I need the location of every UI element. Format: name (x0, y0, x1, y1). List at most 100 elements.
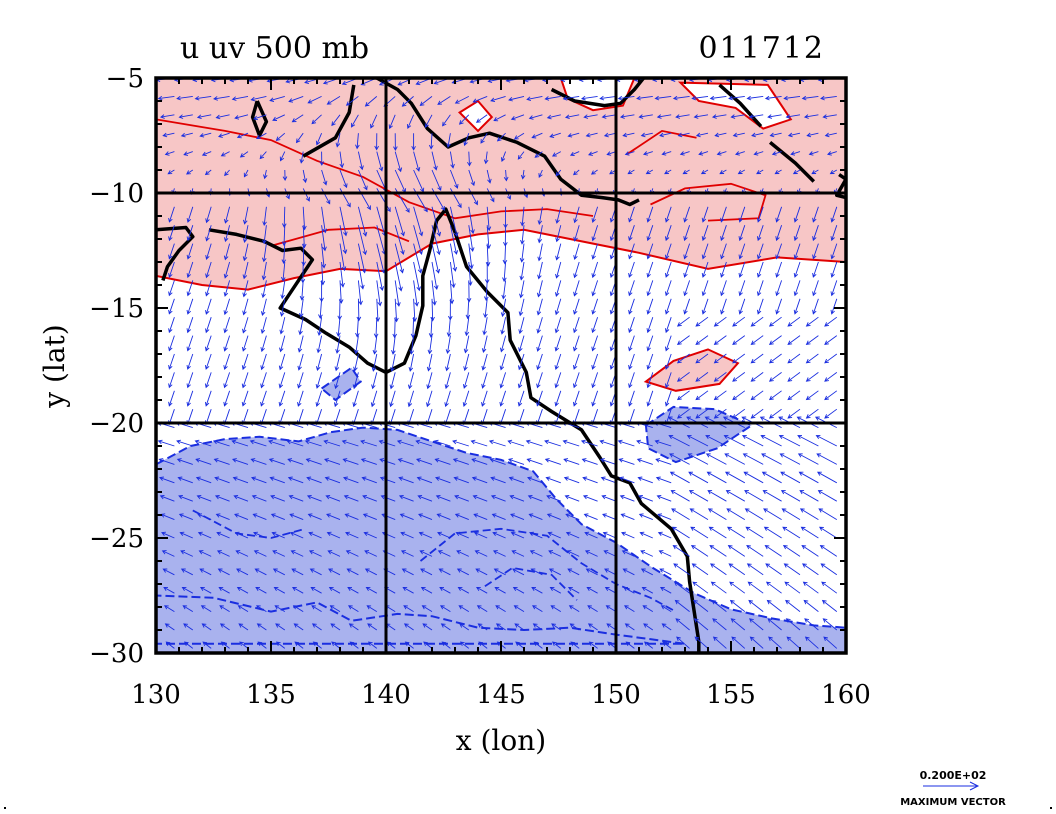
wind-vector (280, 280, 286, 300)
wind-vector (586, 586, 598, 594)
wind-vector (182, 605, 194, 612)
wind-vector (763, 508, 782, 520)
wind-vector (444, 372, 451, 390)
wind-vector (591, 372, 599, 389)
wind-vector (333, 390, 341, 408)
wind-vector (223, 317, 231, 334)
wind-vector (319, 151, 325, 166)
wind-vector (197, 513, 212, 521)
wind-vector (567, 586, 580, 594)
wind-vector (335, 335, 341, 354)
wind-vector (570, 641, 580, 649)
wind-vector (538, 169, 543, 178)
wind-vector (361, 476, 377, 484)
wind-vector (600, 476, 617, 484)
wind-vector (481, 335, 488, 354)
coastline (718, 83, 763, 128)
wind-vector (573, 243, 580, 260)
wind-vector (646, 243, 654, 260)
wind-vector (671, 526, 690, 539)
wind-vector (545, 476, 561, 484)
wind-vector (339, 261, 345, 288)
wind-vector (331, 114, 341, 127)
wind-vector (664, 390, 672, 407)
wind-vector (483, 280, 489, 302)
wind-vector (357, 243, 367, 274)
wind-vector (241, 335, 249, 352)
wind-vector (159, 114, 175, 119)
wind-vector (486, 169, 492, 184)
wind-vector (806, 132, 819, 138)
wind-vector (431, 169, 442, 192)
wind-vector (204, 335, 212, 352)
wind-vector (342, 458, 359, 465)
wind-vector (554, 317, 562, 334)
wind-vector (554, 353, 562, 370)
wind-vector (218, 586, 230, 594)
wind-vector (202, 641, 212, 649)
wind-vector (388, 114, 396, 130)
wind-vector (162, 132, 175, 138)
wind-vector (784, 581, 801, 594)
wind-vector (355, 317, 360, 338)
coastline (768, 141, 816, 183)
wind-vector (360, 458, 377, 465)
wind-vector (801, 95, 819, 101)
wind-vector (657, 531, 672, 539)
wind-vector (376, 261, 385, 292)
wind-vector (367, 623, 378, 631)
wind-vector (449, 243, 458, 272)
wind-vector (475, 568, 488, 576)
wind-vector (800, 526, 819, 539)
wind-vector (628, 298, 635, 315)
wind-vector (490, 476, 506, 484)
wind-vector (394, 280, 401, 307)
wind-vector (730, 114, 745, 119)
wind-vector (223, 206, 231, 224)
wind-vector (508, 476, 525, 484)
x-tick-label: 140 (361, 680, 411, 710)
wind-vector (439, 586, 451, 594)
wind-vector (499, 372, 507, 389)
wind-vector (253, 531, 267, 539)
wind-vector (661, 151, 672, 156)
wind-vector (775, 298, 783, 315)
wind-vector (529, 550, 543, 557)
coastline (208, 207, 701, 653)
wind-vector (812, 280, 819, 297)
wind-vector (583, 513, 598, 521)
wind-vector (536, 353, 543, 371)
wind-vector (424, 114, 433, 129)
wind-vector (168, 225, 175, 242)
wind-vector (830, 280, 838, 297)
wind-vector (440, 605, 451, 612)
wind-vector (352, 390, 359, 408)
wind-vector (411, 133, 416, 151)
wind-vector (580, 95, 598, 101)
wind-vector (627, 169, 635, 175)
wind-vector (357, 206, 368, 237)
wind-vector (628, 390, 635, 407)
wind-vector (602, 513, 617, 521)
wind-vector (573, 317, 580, 334)
wind-vector (162, 568, 175, 576)
wind-vector (628, 225, 635, 242)
wind-vector (474, 550, 488, 557)
wind-vector (437, 550, 451, 557)
wind-vector (499, 353, 507, 371)
wind-vector (765, 581, 782, 594)
wind-vector (158, 458, 175, 465)
wind-vector (669, 471, 690, 484)
wind-vector (724, 453, 746, 465)
wind-vector (205, 206, 212, 224)
wind-vector (178, 513, 193, 521)
wind-vector (293, 623, 304, 631)
wind-vector (422, 623, 433, 631)
wind-vector (787, 353, 801, 364)
wind-vector (235, 550, 249, 557)
wind-vector (356, 298, 362, 322)
wind-vector (750, 335, 764, 345)
wind-vector (431, 225, 441, 256)
wind-vector (270, 494, 285, 502)
wind-vector (250, 458, 267, 465)
